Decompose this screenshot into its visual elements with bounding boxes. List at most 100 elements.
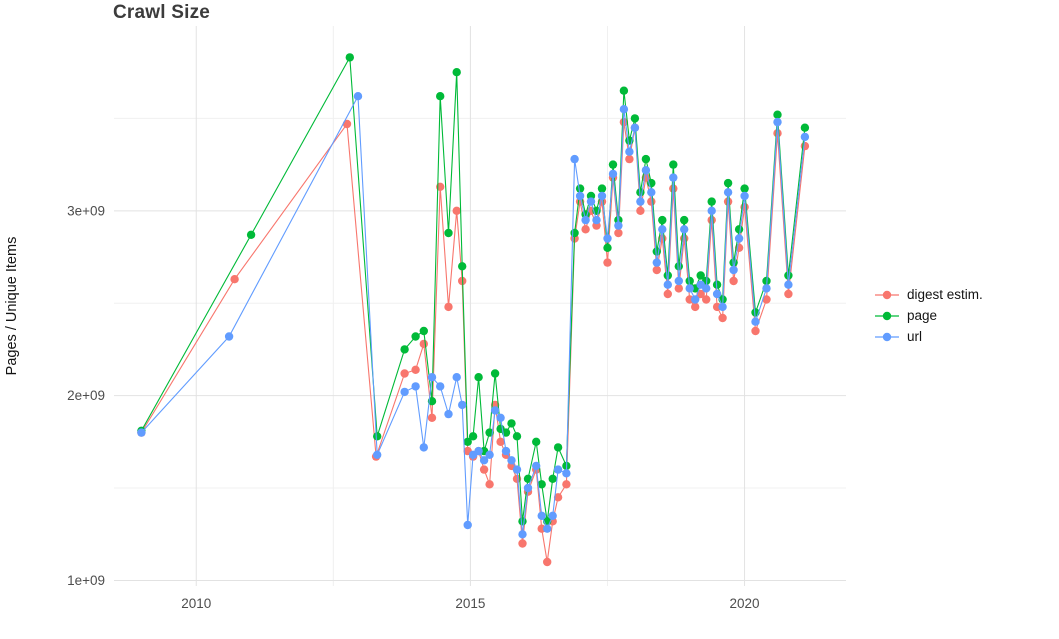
data-point [751,317,760,326]
data-point [603,234,612,243]
data-point [411,382,420,391]
data-point [342,119,352,129]
data-point [548,511,557,520]
data-point [543,524,552,533]
legend: digest estim. page url [874,287,983,345]
data-point [490,406,500,415]
data-point [647,188,656,197]
y-axis-label: Pages / Unique Items [4,237,20,376]
data-point [452,68,461,77]
data-point [619,105,629,114]
data-point [740,184,749,193]
data-point [452,373,461,382]
data-point [641,166,651,175]
data-point [496,413,505,422]
data-point [507,419,516,428]
data-point [658,225,667,234]
data-point [496,437,505,446]
data-point [636,197,645,206]
series-digest-estim- [137,117,810,567]
data-point [570,154,579,164]
data-point [773,110,782,119]
series-page [137,53,810,526]
data-point [479,465,489,474]
data-point [427,413,437,422]
data-point [707,206,716,215]
data-point [680,215,689,225]
data-point [137,428,146,437]
data-point [603,243,612,252]
data-point [373,432,382,441]
data-point [485,450,494,459]
data-point [636,206,645,215]
data-point [230,275,239,284]
data-point [581,215,590,225]
data-point [691,295,700,304]
data-point [474,373,483,382]
data-point [518,539,527,548]
data-point [575,184,585,193]
data-point [702,284,711,293]
data-point [630,114,640,123]
tick-labels: 1e+09 2e+09 3e+09 2010 2015 2020 [67,203,760,611]
legend-label: digest estim. [907,287,983,302]
data-point [537,480,546,489]
data-point [427,373,437,382]
data-point [444,302,453,312]
data-point [597,184,607,193]
data-point [553,493,563,502]
data-point [723,178,733,188]
data-point [712,280,722,289]
data-point [707,197,716,206]
data-point [400,369,409,378]
data-point [463,437,472,446]
data-point [641,154,651,164]
data-point [444,409,453,419]
data-point [246,230,256,239]
x-tick-label: 2015 [455,596,485,611]
data-point [452,206,461,215]
data-point [532,461,541,471]
data-point [718,313,727,323]
data-point [773,129,782,138]
data-point [479,456,489,465]
data-point [674,284,683,293]
data-point [702,295,711,304]
point-line-marker-icon [875,290,899,300]
data-point [729,276,738,286]
point-line-marker-icon [875,332,899,342]
data-point [444,228,453,238]
grid-minor [114,26,846,586]
data-point [707,215,716,225]
data-point [543,557,552,567]
data-point [669,173,678,182]
data-point [674,276,683,286]
legend-label: url [907,329,923,344]
data-point [669,160,678,169]
data-point [411,332,420,341]
legend-label: page [907,308,938,323]
series-url [137,92,810,539]
data-point [696,271,705,280]
data-point [751,326,760,336]
legend-item-url: url [874,329,983,345]
data-point [762,295,771,304]
data-point [773,117,782,127]
data-point [575,191,585,201]
data-point [353,92,363,101]
data-point [562,469,571,478]
data-point [625,147,634,156]
data-point [652,265,661,275]
data-point [436,382,445,391]
data-point [485,480,494,489]
data-point [468,432,478,441]
data-point [570,228,579,238]
data-point [419,443,428,452]
data-point [729,265,738,275]
data-point [411,365,420,374]
data-point [734,225,744,234]
data-point [685,276,694,286]
data-point [663,289,672,299]
